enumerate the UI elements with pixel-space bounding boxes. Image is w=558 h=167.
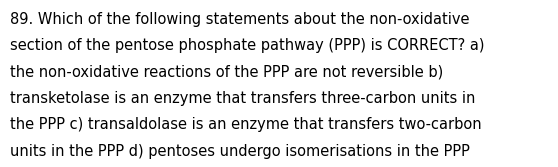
Text: the non-oxidative reactions of the PPP are not reversible b): the non-oxidative reactions of the PPP a… (10, 64, 443, 79)
Text: 89. Which of the following statements about the non-oxidative: 89. Which of the following statements ab… (10, 12, 469, 27)
Text: the PPP c) transaldolase is an enzyme that transfers two-carbon: the PPP c) transaldolase is an enzyme th… (10, 117, 482, 132)
Text: transketolase is an enzyme that transfers three-carbon units in: transketolase is an enzyme that transfer… (10, 91, 475, 106)
Text: units in the PPP d) pentoses undergo isomerisations in the PPP: units in the PPP d) pentoses undergo iso… (10, 144, 470, 159)
Text: section of the pentose phosphate pathway (PPP) is CORRECT? a): section of the pentose phosphate pathway… (10, 38, 484, 53)
